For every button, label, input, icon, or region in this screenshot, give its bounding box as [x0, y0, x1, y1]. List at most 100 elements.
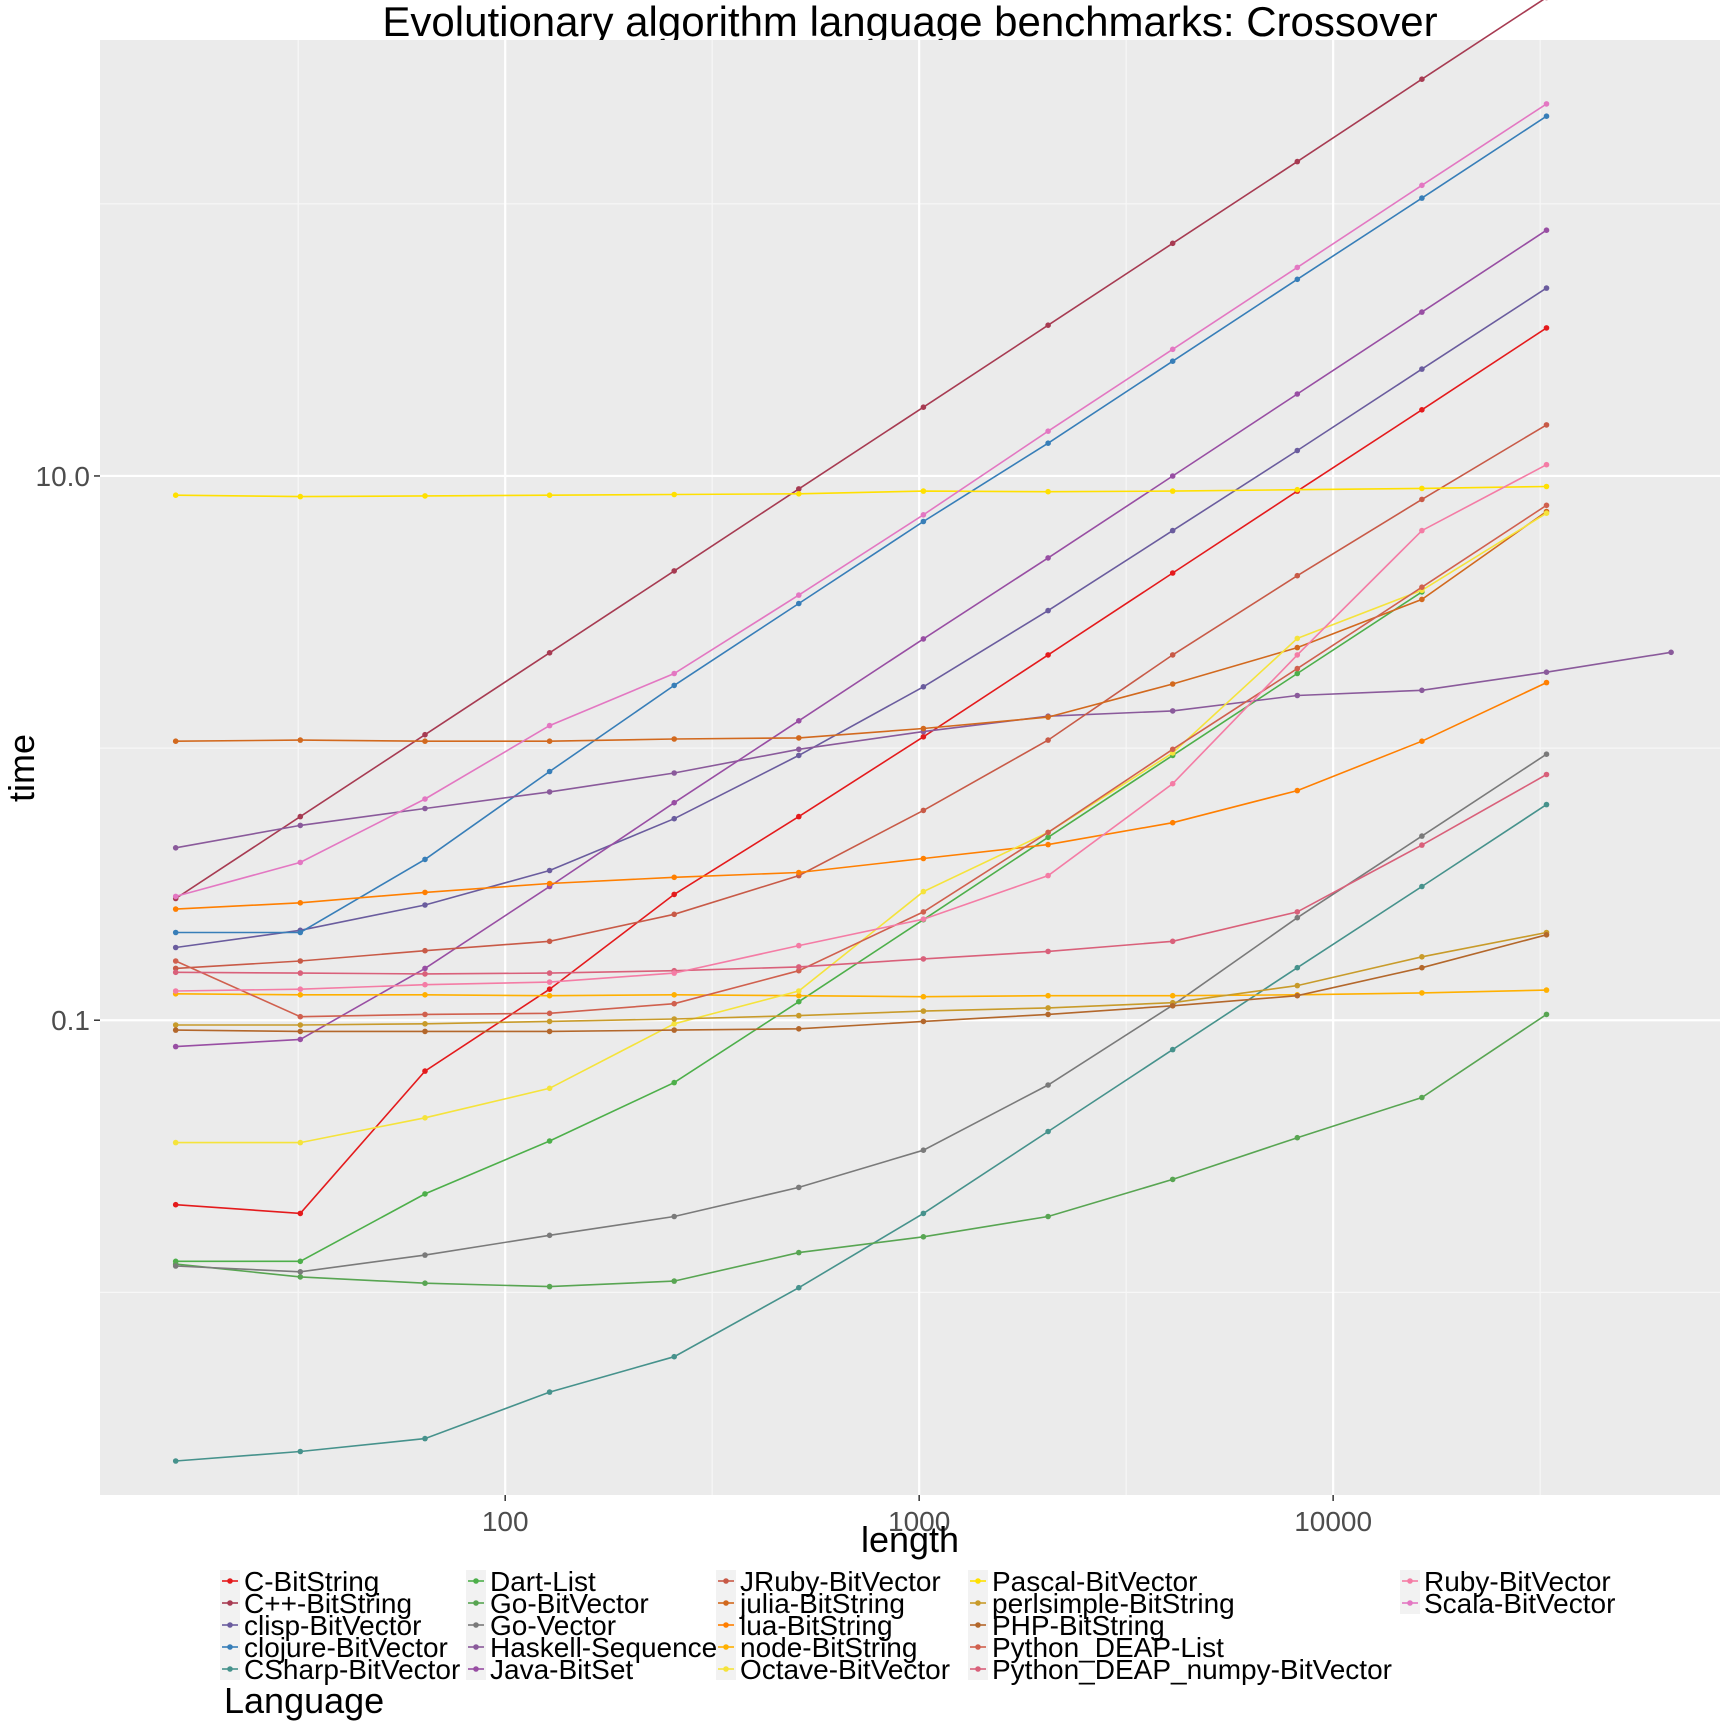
- legend-key-point: [227, 1600, 233, 1606]
- data-point: [921, 994, 927, 1000]
- data-point: [1170, 347, 1176, 353]
- data-point: [422, 806, 428, 812]
- data-point: [1170, 528, 1176, 534]
- legend-key-point: [1407, 1600, 1413, 1606]
- legend-label: Python_DEAP_numpy-BitVector: [992, 1654, 1392, 1685]
- data-point: [298, 1449, 304, 1455]
- plot-panel: [100, 40, 1720, 1495]
- data-point: [1419, 407, 1425, 413]
- data-point: [1419, 688, 1425, 694]
- data-point: [1544, 772, 1550, 778]
- data-point: [1045, 714, 1051, 720]
- data-point: [547, 723, 553, 729]
- data-point: [1295, 993, 1301, 999]
- data-point: [547, 1284, 553, 1290]
- data-point: [1045, 428, 1051, 434]
- data-point: [1544, 802, 1550, 808]
- data-point: [547, 1138, 553, 1144]
- data-point: [1170, 358, 1176, 364]
- data-point: [1419, 309, 1425, 315]
- data-point: [671, 1001, 677, 1007]
- data-point: [796, 735, 802, 741]
- data-point: [298, 814, 304, 820]
- data-point: [671, 1214, 677, 1220]
- data-point: [547, 868, 553, 874]
- data-point: [1544, 510, 1550, 516]
- data-point: [1295, 636, 1301, 642]
- data-point: [547, 769, 553, 775]
- data-point: [547, 986, 553, 992]
- data-point: [1170, 473, 1176, 479]
- data-point: [1419, 965, 1425, 971]
- data-point: [921, 1008, 927, 1014]
- legend-key-point: [1407, 1578, 1413, 1584]
- data-point: [298, 1259, 304, 1265]
- legend-key-point: [723, 1578, 729, 1584]
- legend-key-point: [723, 1600, 729, 1606]
- data-point: [298, 1022, 304, 1028]
- data-point: [1045, 555, 1051, 561]
- data-point: [1544, 285, 1550, 291]
- data-point: [1170, 708, 1176, 714]
- data-point: [298, 900, 304, 906]
- data-point: [547, 939, 553, 945]
- data-point: [1045, 489, 1051, 495]
- data-point: [1544, 503, 1550, 509]
- data-point: [422, 982, 428, 988]
- data-point: [1419, 528, 1425, 534]
- data-point: [422, 1436, 428, 1442]
- data-point: [298, 1211, 304, 1217]
- data-point: [921, 916, 927, 922]
- data-point: [298, 986, 304, 992]
- data-point: [1295, 159, 1301, 165]
- data-point: [1045, 1082, 1051, 1088]
- data-point: [1170, 241, 1176, 247]
- data-point: [1544, 113, 1550, 119]
- data-point: [921, 889, 927, 895]
- legend-item-scala-bitvector: Scala-BitVector: [1400, 1588, 1615, 1619]
- legend-key-point: [723, 1622, 729, 1628]
- data-point: [671, 1027, 677, 1033]
- data-point: [1295, 652, 1301, 658]
- data-point: [1295, 573, 1301, 579]
- data-point: [671, 1080, 677, 1086]
- data-point: [1170, 1177, 1176, 1183]
- data-point: [671, 912, 677, 918]
- data-point: [1544, 227, 1550, 233]
- legend-item-python-deap-numpy-bitvector: Python_DEAP_numpy-BitVector: [968, 1654, 1392, 1685]
- data-point: [921, 856, 927, 862]
- data-point: [671, 970, 677, 976]
- data-point: [173, 1140, 179, 1146]
- data-point: [547, 979, 553, 985]
- data-point: [796, 486, 802, 492]
- data-point: [1045, 737, 1051, 743]
- data-point: [422, 992, 428, 998]
- data-point: [1544, 1012, 1550, 1018]
- data-point: [422, 732, 428, 738]
- data-point: [671, 1354, 677, 1360]
- data-point: [1045, 835, 1051, 841]
- data-point: [547, 1029, 553, 1035]
- data-point: [422, 857, 428, 863]
- data-point: [1045, 440, 1051, 446]
- data-point: [671, 683, 677, 689]
- data-point: [796, 592, 802, 598]
- data-point: [298, 494, 304, 500]
- data-point: [547, 1389, 553, 1395]
- data-point: [1295, 1135, 1301, 1141]
- data-point: [921, 808, 927, 814]
- data-point: [422, 948, 428, 954]
- data-point: [1295, 788, 1301, 794]
- data-point: [1045, 1005, 1051, 1011]
- x-tick-label: 10000: [1294, 1506, 1372, 1537]
- data-point: [1295, 965, 1301, 971]
- data-point: [1295, 693, 1301, 699]
- data-point: [671, 568, 677, 574]
- y-tick-label: 10.0: [36, 461, 91, 492]
- data-point: [1544, 101, 1550, 107]
- data-point: [1045, 322, 1051, 328]
- data-point: [422, 1068, 428, 1074]
- data-point: [422, 966, 428, 972]
- legend-key-point: [227, 1666, 233, 1672]
